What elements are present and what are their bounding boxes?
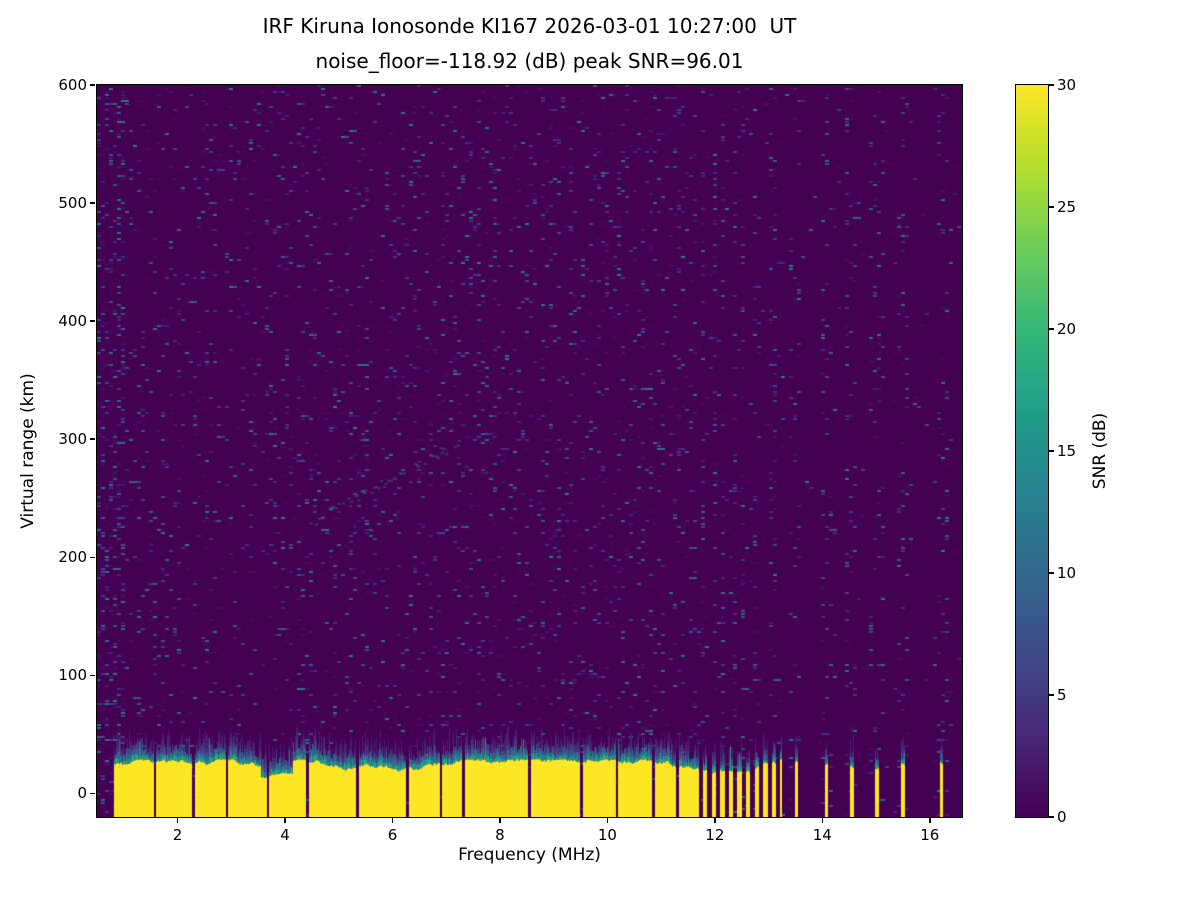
x-tick-mark [176, 818, 179, 823]
y-tick-mark [90, 438, 95, 440]
x-tick-label: 12 [705, 826, 725, 844]
x-tick-mark [714, 818, 716, 823]
colorbar-tick-mark [1049, 328, 1054, 330]
y-tick-label: 300 [58, 430, 87, 449]
x-tick-label: 8 [495, 826, 505, 844]
plot-area [96, 84, 963, 818]
colorbar-tick-label: 20 [1057, 320, 1077, 338]
colorbar-tick-mark [1049, 206, 1054, 208]
y-tick-mark [90, 84, 95, 86]
x-tick-mark [929, 818, 931, 823]
colorbar-tick-label: 30 [1057, 76, 1077, 94]
y-tick-mark [90, 202, 95, 204]
colorbar-tick-label: 25 [1057, 198, 1077, 216]
colorbar-area [1015, 84, 1049, 818]
y-tick-mark [90, 674, 95, 677]
colorbar-tick-mark [1049, 450, 1054, 452]
x-tick-mark [284, 818, 286, 823]
x-tick-label: 4 [280, 826, 290, 844]
y-axis-label: Virtual range (km) [18, 373, 38, 529]
colorbar-tick-label: 15 [1057, 442, 1077, 460]
colorbar-tick-label: 5 [1057, 686, 1067, 704]
x-tick-label: 16 [920, 826, 940, 844]
x-tick-label: 14 [812, 826, 832, 844]
ionogram-heatmap-canvas [97, 85, 962, 817]
y-tick-label: 0 [77, 784, 87, 803]
colorbar-tick-label: 0 [1057, 808, 1067, 826]
y-tick-mark [90, 556, 95, 558]
x-tick-mark [499, 818, 501, 823]
chart-title: IRF Kiruna Ionosonde KI167 2026-03-01 10… [262, 14, 797, 38]
x-tick-mark [391, 818, 394, 823]
x-tick-label: 2 [172, 826, 183, 844]
x-tick-label: 10 [597, 826, 617, 844]
y-tick-label: 600 [58, 76, 87, 94]
x-tick-mark [821, 818, 824, 823]
colorbar-tick-mark [1049, 816, 1054, 818]
x-tick-mark [606, 818, 609, 823]
x-axis-label: Frequency (MHz) [458, 845, 601, 865]
y-tick-mark [90, 792, 95, 795]
colorbar-tick-mark [1049, 572, 1054, 574]
y-tick-label: 200 [58, 548, 87, 567]
colorbar-tick-label: 10 [1057, 564, 1077, 582]
y-tick-label: 100 [58, 666, 87, 685]
colorbar-label: SNR (dB) [1090, 412, 1110, 490]
chart-subtitle: noise_floor=-118.92 (dB) peak SNR=96.01 [315, 49, 744, 73]
y-tick-label: 500 [58, 194, 87, 213]
colorbar-tick-mark [1049, 84, 1054, 86]
x-tick-label: 6 [387, 826, 398, 844]
colorbar-canvas [1016, 85, 1048, 817]
y-tick-label: 400 [58, 312, 87, 331]
colorbar-tick-mark [1049, 694, 1054, 696]
y-tick-mark [90, 320, 95, 322]
